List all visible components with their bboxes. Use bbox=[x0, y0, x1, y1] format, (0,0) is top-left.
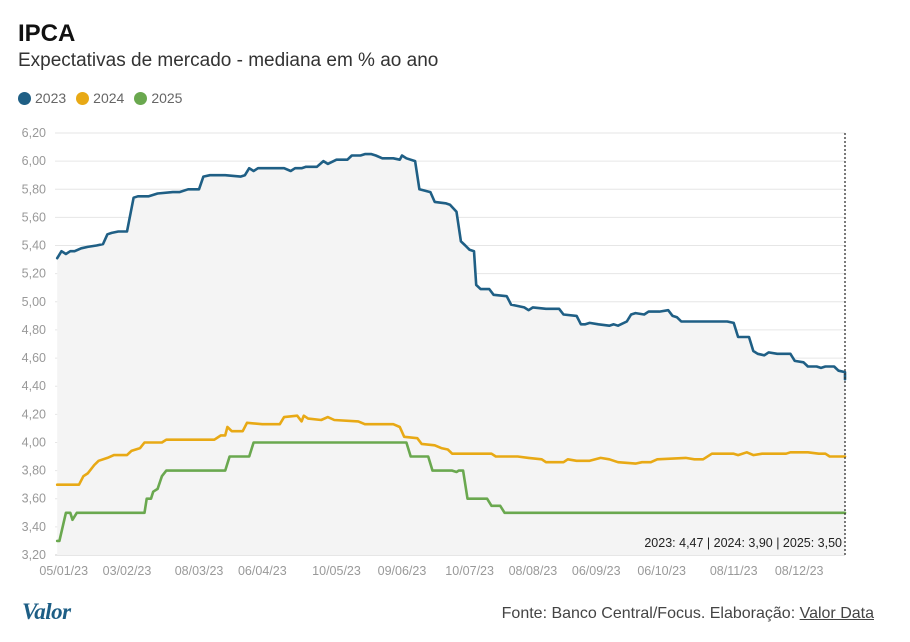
chart-title: IPCA bbox=[18, 20, 76, 47]
y-tick-label: 5,80 bbox=[22, 182, 46, 196]
x-tick-label: 09/06/23 bbox=[378, 564, 427, 578]
x-tick-label: 06/10/23 bbox=[637, 564, 686, 578]
series-2025-line bbox=[55, 441, 847, 543]
y-tick-label: 3,60 bbox=[22, 492, 46, 506]
x-tick-label: 08/03/23 bbox=[175, 564, 224, 578]
valor-data-link[interactable]: Valor Data bbox=[799, 605, 874, 622]
legend-marker-icon bbox=[18, 91, 31, 105]
y-tick-label: 5,20 bbox=[22, 267, 46, 281]
legend-marker-icon bbox=[76, 91, 90, 105]
source-text: Fonte: Banco Central/Focus. Elaboração: bbox=[501, 605, 800, 622]
x-tick-label: 08/12/23 bbox=[775, 564, 824, 578]
legend-marker-icon bbox=[134, 91, 148, 105]
y-tick-label: 6,00 bbox=[22, 154, 46, 168]
y-tick-label: 6,20 bbox=[22, 126, 46, 140]
legend-label: 2023 bbox=[35, 90, 67, 106]
y-tick-label: 3,40 bbox=[22, 520, 46, 534]
chart-subtitle: Expectativas de mercado - mediana em % a… bbox=[18, 50, 439, 71]
y-tick-label: 5,00 bbox=[22, 295, 46, 309]
legend-item-2024[interactable]: 2024 bbox=[76, 90, 124, 106]
valor-logo: Valor bbox=[22, 599, 71, 624]
x-tick-label: 06/09/23 bbox=[572, 564, 621, 578]
x-tick-label: 08/11/23 bbox=[710, 564, 758, 578]
legend-item-2023[interactable]: 2023 bbox=[18, 90, 66, 106]
source-credit: Fonte: Banco Central/Focus. Elaboração: … bbox=[502, 605, 874, 623]
y-tick-label: 4,80 bbox=[22, 323, 46, 337]
legend-label: 2024 bbox=[93, 90, 125, 106]
series-2024-line bbox=[55, 414, 847, 486]
x-tick-label: 08/08/23 bbox=[509, 564, 558, 578]
y-tick-label: 3,20 bbox=[22, 548, 46, 562]
legend-item-2025[interactable]: 2025 bbox=[134, 90, 182, 106]
y-tick-label: 4,40 bbox=[22, 379, 46, 393]
latest-values-label: 2023: 4,47 | 2024: 3,90 | 2025: 3,50 bbox=[644, 536, 842, 550]
chart-legend: 2023 2024 2025 bbox=[18, 90, 182, 106]
x-tick-label: 06/04/23 bbox=[238, 564, 287, 578]
x-tick-label: 03/02/23 bbox=[103, 564, 152, 578]
y-tick-label: 5,60 bbox=[22, 210, 46, 224]
y-tick-label: 3,80 bbox=[22, 464, 46, 478]
y-tick-label: 4,60 bbox=[22, 351, 46, 365]
y-tick-label: 4,00 bbox=[22, 435, 46, 449]
x-tick-label: 10/05/23 bbox=[312, 564, 361, 578]
line-chart[interactable]: 3,20 3,40 3,60 3,80 4,00 4,20 4,40 4,60 4,80 5,00… bbox=[0, 0, 910, 600]
series-2023-area bbox=[57, 154, 846, 555]
legend-label: 2025 bbox=[151, 90, 183, 106]
y-tick-label: 4,20 bbox=[22, 407, 46, 421]
series-2023-line bbox=[55, 152, 847, 381]
x-tick-label: 05/01/23 bbox=[39, 564, 88, 578]
x-tick-label: 10/07/23 bbox=[445, 564, 494, 578]
y-tick-label: 5,40 bbox=[22, 239, 46, 253]
